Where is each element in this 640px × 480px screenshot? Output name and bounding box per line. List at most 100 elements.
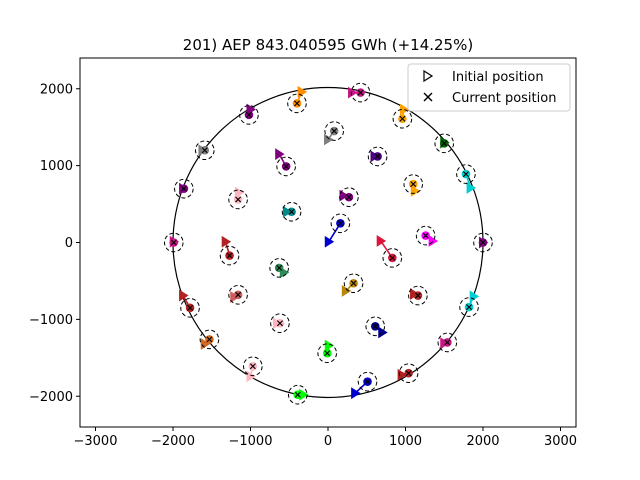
turbine-x-stroke	[331, 128, 338, 135]
turbine	[367, 146, 388, 167]
x-tick-label: −3000	[74, 434, 118, 449]
turbine-current-marker	[337, 220, 344, 227]
turbine-current-marker	[372, 323, 379, 330]
turbine-initial-marker	[376, 235, 387, 247]
turbine-spacing-circle	[180, 298, 200, 318]
turbine-spacing-circle	[228, 189, 248, 210]
turbine-current-marker	[462, 171, 469, 178]
turbine	[437, 332, 458, 353]
y-tick-label: 0	[65, 236, 73, 251]
chart-title: 201) AEP 843.040595 GWh (+14.25%)	[183, 36, 473, 54]
turbine-x-stroke	[206, 336, 213, 343]
turbine-current-marker	[364, 378, 371, 385]
y-tick-label: 1000	[40, 159, 73, 174]
turbine-current-marker	[399, 115, 406, 122]
turbine	[317, 339, 338, 364]
turbine-spacing-circle	[330, 213, 351, 234]
turbine-current-marker	[331, 128, 338, 135]
turbine	[397, 363, 419, 383]
turbine-spacing-circle	[174, 178, 194, 199]
turbine-initial-marker	[348, 86, 358, 99]
turbine-x-stroke	[337, 220, 344, 227]
turbine-current-marker	[350, 280, 357, 287]
turbine-x-stroke	[350, 280, 357, 287]
turbine	[281, 201, 302, 222]
turbine	[408, 285, 428, 306]
turbine	[287, 384, 309, 405]
turbine-x-stroke	[414, 292, 421, 299]
turbine	[243, 356, 263, 383]
turbine-spacing-circle	[343, 273, 364, 294]
turbine-x-stroke	[374, 153, 381, 160]
x-tick-label: −1000	[229, 434, 273, 449]
turbine-x-stroke	[324, 350, 331, 357]
turbine	[351, 371, 378, 400]
turbine-current-marker	[466, 304, 473, 311]
turbine-current-marker	[235, 291, 242, 298]
turbine-x-stroke	[364, 378, 371, 385]
turbine-spacing-circle	[239, 105, 259, 125]
turbine-x-stroke	[462, 171, 469, 178]
turbine-spacing-circle	[243, 356, 263, 377]
turbine-x-stroke	[405, 370, 412, 377]
turbine-current-marker	[249, 363, 256, 370]
turbine-current-marker	[294, 100, 300, 107]
turbine-spacing-circle	[281, 201, 302, 222]
turbine-x-stroke	[170, 239, 177, 246]
turbine-spacing-circle	[276, 156, 296, 177]
turbine-initial-marker	[339, 189, 349, 202]
turbine-x-stroke	[422, 232, 429, 239]
turbine-x-stroke	[187, 304, 194, 311]
turbine-x-stroke	[466, 304, 473, 311]
turbine	[269, 258, 290, 279]
turbine	[434, 133, 455, 154]
turbine	[219, 235, 240, 266]
turbine-current-marker	[276, 264, 283, 271]
turbine-spacing-circle	[228, 284, 248, 305]
turbine-x-stroke	[235, 291, 242, 298]
turbine-spacing-circle	[199, 329, 220, 350]
turbine	[324, 213, 351, 248]
turbine-x-stroke	[235, 196, 242, 203]
legend-box	[407, 63, 571, 112]
legend-current-label: Current position	[452, 91, 556, 106]
turbine-initial-marker	[378, 326, 388, 339]
turbine	[239, 103, 259, 125]
turbine	[456, 164, 477, 194]
legend-current-marker	[423, 92, 433, 102]
turbine-initial-marker	[275, 148, 285, 160]
turbine-spacing-circle	[415, 225, 436, 246]
turbine-initial-marker	[246, 370, 256, 383]
turbine-spacing-circle	[317, 343, 338, 364]
turbine-current-marker	[288, 208, 295, 215]
turbine-current-marker	[294, 391, 301, 398]
turbine	[348, 82, 371, 103]
turbine-spacing-circle	[350, 82, 371, 103]
turbine	[174, 178, 194, 199]
turbine-current-marker	[226, 252, 233, 259]
turbine-spacing-circle	[287, 384, 308, 405]
x-tick-label: 3000	[544, 434, 577, 449]
turbine-spacing-circle	[456, 164, 476, 184]
turbine-x-stroke	[441, 140, 448, 147]
turbine	[228, 186, 248, 210]
turbine-initial-marker	[324, 235, 335, 248]
turbine-current-marker	[206, 336, 213, 343]
turbine-x-stroke	[283, 163, 290, 170]
turbine-initial-marker	[351, 387, 361, 400]
turbine	[199, 329, 220, 350]
turbine-x-stroke	[410, 181, 417, 188]
turbine	[339, 187, 359, 207]
x-tick-label: 2000	[466, 434, 499, 449]
legend-initial-marker	[423, 69, 434, 83]
x-tick-label: 1000	[389, 434, 422, 449]
turbine	[275, 148, 296, 177]
turbine-x-stroke	[399, 115, 406, 122]
turbine-spacing-circle	[357, 371, 378, 392]
turbine-current-marker	[245, 111, 252, 118]
plot-area: −3000 −2000 −1000 0 1000 2000 3000 −2000 −1000 0 1…	[29, 57, 577, 449]
turbine	[365, 316, 388, 339]
turbine-x-stroke	[276, 320, 283, 327]
turbine-initial-marker	[221, 235, 232, 248]
turbine-x-stroke	[294, 391, 301, 398]
